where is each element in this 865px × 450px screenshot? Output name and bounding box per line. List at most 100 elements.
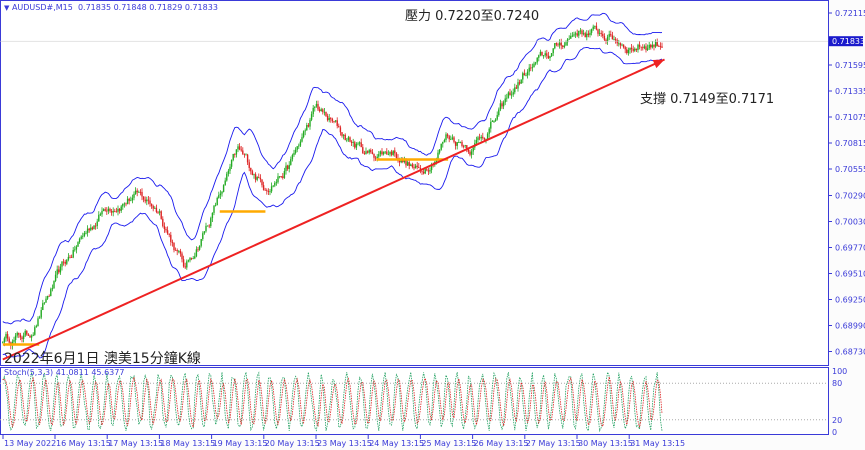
candle-body [379, 151, 382, 155]
candle-body [555, 43, 558, 45]
candle-body [304, 130, 306, 132]
candle-body [254, 174, 257, 180]
candle-body [75, 246, 78, 250]
candle-body [648, 44, 650, 49]
candle-body [422, 171, 425, 174]
main-pane [0, 0, 829, 366]
candle-body [157, 211, 159, 213]
x-tick-label: 18 May 13:15 [160, 439, 215, 448]
dropdown-triangle-icon[interactable]: ▼ [4, 4, 10, 12]
candle-body [322, 109, 324, 112]
candle-body [275, 182, 278, 184]
candle-body [184, 266, 186, 268]
x-tick-label: 24 May 13:15 [369, 439, 424, 448]
candle-body [550, 53, 553, 57]
candle-body [339, 127, 342, 133]
candle-body [534, 62, 537, 64]
candle-body [221, 191, 223, 194]
candle-body [152, 206, 154, 209]
candle-body [398, 160, 401, 163]
candle-body [488, 128, 490, 134]
candle-body [490, 121, 492, 129]
candle-body [478, 137, 481, 139]
candle-body [235, 149, 238, 155]
candle-body [360, 142, 362, 148]
candle-body [158, 211, 161, 213]
candle-body [371, 151, 374, 154]
candle-body [653, 44, 655, 47]
candle-body [110, 211, 113, 213]
candle-body [416, 165, 418, 167]
candle-body [192, 258, 194, 260]
y-tick-label: 0.69770 [835, 244, 865, 253]
candle-body [318, 109, 321, 111]
candle-body [96, 221, 98, 227]
candle-body [229, 166, 231, 171]
candle-body [5, 334, 7, 339]
stoch-signal-line [2, 376, 663, 428]
candle-body [426, 169, 428, 171]
candle-body [246, 154, 249, 163]
candle-body [261, 179, 263, 186]
candle-body [365, 151, 367, 154]
candle-body [608, 34, 610, 37]
candle-body [160, 211, 162, 219]
candle-body [146, 199, 148, 202]
candle-body [147, 199, 150, 201]
candle-body [384, 151, 386, 153]
candle-body [138, 191, 140, 193]
candle-body [411, 164, 414, 168]
candle-body [341, 132, 343, 136]
candle-body [85, 232, 87, 234]
chart-caption: 2022年6月1日 澳美15分鐘K線 [4, 351, 201, 367]
candle-body [288, 164, 290, 169]
candle-body [526, 71, 529, 76]
candle-body [358, 142, 361, 144]
candle-body [134, 190, 137, 194]
candle-body [330, 117, 332, 120]
stoch-main-line [2, 370, 663, 433]
candle-body [346, 139, 348, 141]
candle-body [243, 153, 246, 155]
candle-body [46, 295, 49, 299]
candle-body [120, 206, 122, 211]
current-price-label: 0.71833 [832, 37, 865, 46]
candle-body [546, 53, 548, 56]
candle-body [381, 151, 383, 155]
candle-body [50, 289, 52, 297]
candle-body [539, 51, 542, 56]
candle-body [630, 47, 633, 50]
x-tick-label: 31 May 13:15 [630, 439, 685, 448]
stoch-axis-label: 80 [832, 379, 842, 388]
candle-body [392, 150, 394, 155]
candle-body [352, 142, 354, 144]
y-tick-label: 0.72115 [835, 9, 865, 18]
x-tick-label: 17 May 13:15 [108, 439, 163, 448]
candle-body [53, 280, 55, 289]
candle-body [566, 39, 569, 43]
candle-body [405, 159, 407, 166]
candle-body [467, 149, 470, 152]
candle-body [386, 151, 388, 155]
candle-body [29, 335, 31, 338]
candle-body [475, 140, 478, 144]
y-tick-label: 0.70290 [835, 192, 865, 201]
candle-body [643, 46, 646, 49]
candle-body [170, 234, 172, 242]
candle-body [218, 195, 220, 198]
candle-body [293, 152, 295, 155]
candle-body [616, 40, 618, 44]
candle-body [637, 44, 639, 50]
candle-body [82, 235, 84, 237]
candle-body [64, 261, 66, 264]
candle-body [32, 334, 34, 336]
candle-body [274, 182, 276, 186]
candle-body [51, 288, 54, 290]
candle-body [485, 138, 487, 140]
candle-body [370, 150, 372, 152]
candle-body [622, 44, 625, 48]
candle-body [61, 261, 63, 267]
candle-body [67, 256, 70, 260]
candle-body [291, 154, 294, 160]
